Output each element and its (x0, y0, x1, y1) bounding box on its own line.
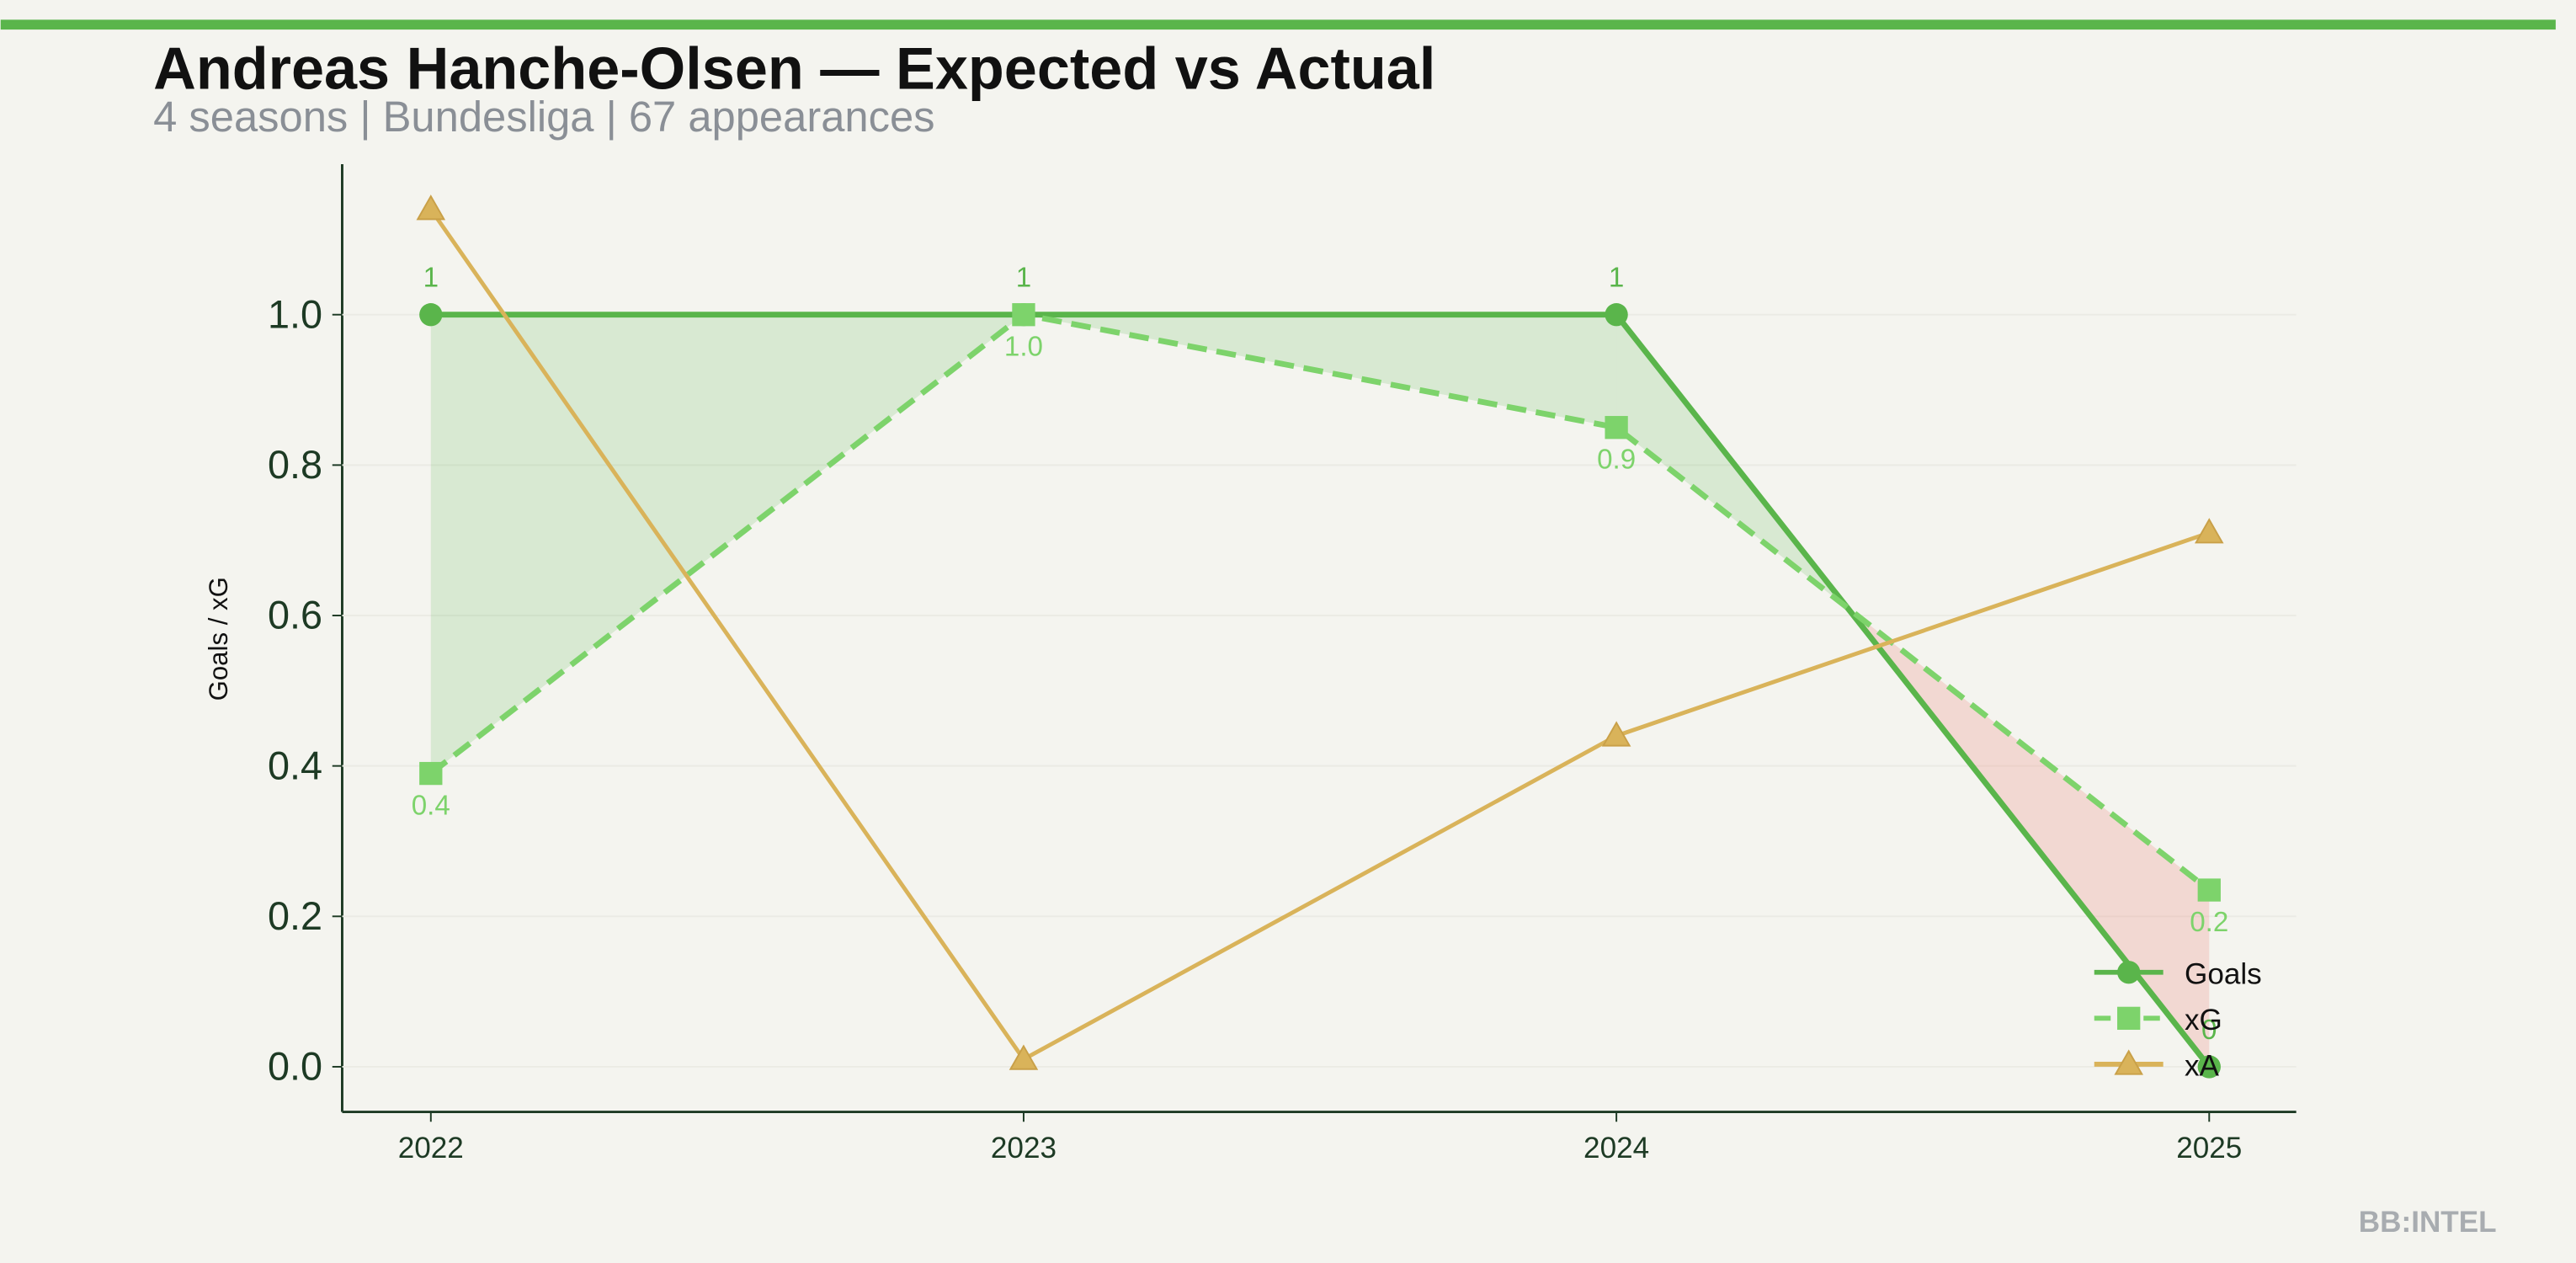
x-tick-label: 2024 (1583, 1132, 1649, 1164)
data-point (2197, 1055, 2221, 1079)
data-label: 0 (2201, 1015, 2217, 1046)
legend-marker (2114, 1049, 2143, 1075)
x-tick-label: 2022 (398, 1132, 464, 1164)
series-line (430, 312, 2211, 1069)
data-point (1009, 1044, 1039, 1070)
data-label: 1 (423, 263, 439, 294)
data-label: 0.2 (2190, 907, 2228, 938)
x-tick-label: 2023 (991, 1132, 1056, 1164)
y-axis-label: Goals / xG (204, 577, 233, 701)
data-label: 0.4 (412, 790, 450, 821)
y-tick-label: 0.4 (268, 743, 322, 787)
y-tick-label: 1.0 (268, 292, 322, 336)
watermark: BB:INTEL (2359, 1206, 2497, 1239)
data-point (1012, 303, 1035, 327)
data-point (419, 303, 443, 327)
x-tick-label: 2025 (2176, 1132, 2242, 1164)
data-label: 1.0 (1004, 331, 1043, 362)
diff-area (1616, 314, 1848, 608)
data-label: 1 (1016, 263, 1031, 294)
data-point (2197, 878, 2221, 902)
data-point (419, 761, 443, 786)
legend-marker (2117, 1006, 2141, 1031)
data-point (1605, 416, 1628, 440)
series-line (428, 312, 2211, 893)
chart-subtitle: 4 seasons | Bundesliga | 67 appearances (153, 93, 934, 141)
legend-label: xG (2185, 1004, 2222, 1037)
legend-label: xA (2185, 1050, 2220, 1083)
legend-marker (2117, 961, 2141, 984)
chart-title: Andreas Hanche-Olsen — Expected vs Actua… (153, 35, 1435, 101)
y-tick-label: 0.8 (268, 443, 322, 487)
data-point (1601, 721, 1631, 747)
legend-label: Goals (2185, 957, 2262, 990)
y-tick-label: 0.2 (268, 894, 322, 938)
data-point (416, 195, 446, 221)
series-line (428, 208, 2211, 1063)
data-label: 1 (1609, 263, 1624, 294)
y-tick-label: 0.6 (268, 594, 322, 637)
top-bar (0, 19, 2556, 30)
data-label: 0.9 (1597, 444, 1636, 475)
data-point (2194, 518, 2224, 544)
y-tick-label: 0.0 (268, 1045, 322, 1089)
data-point (1605, 303, 1628, 327)
